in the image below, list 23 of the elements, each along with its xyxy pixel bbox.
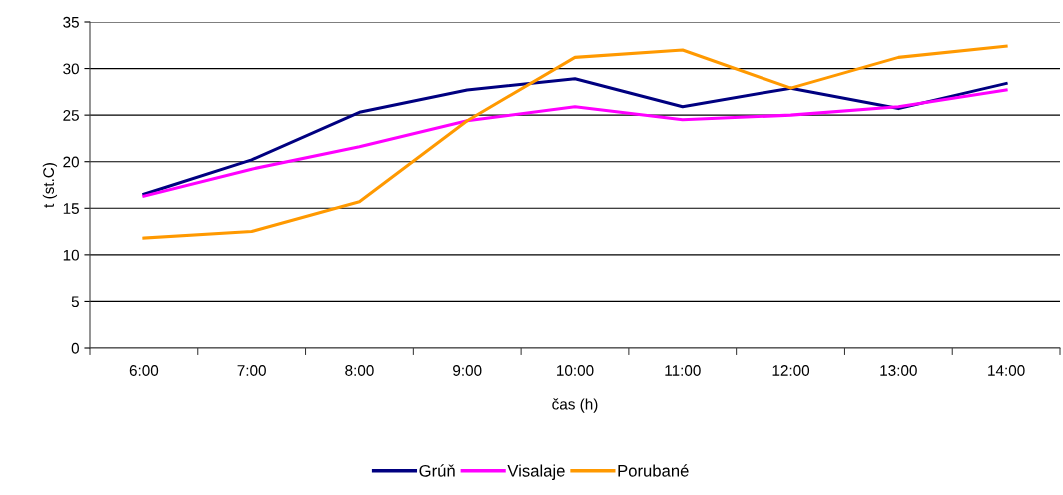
x-tick-label: 14:00 [988, 365, 1025, 376]
x-tick-label: 6:00 [129, 365, 159, 376]
y-tick-label: 30 [63, 63, 79, 75]
line-series [142, 44, 1008, 240]
legend-label: Grúň [419, 464, 455, 477]
y-axis-title: t (st.C) [42, 163, 58, 208]
y-tick-label: 15 [63, 203, 79, 214]
y-tick-label: 10 [63, 249, 79, 261]
y-tick-label: 5 [71, 296, 79, 308]
x-tick-label: 12:00 [772, 365, 810, 376]
x-tick-label: 11:00 [665, 365, 701, 376]
x-axis-title: čas (h) [552, 398, 598, 413]
y-tick-label: 0 [71, 342, 79, 354]
legend-label: Porubané [618, 464, 689, 477]
x-tick-label: 9:00 [453, 365, 482, 376]
y-tick-label: 20 [63, 156, 79, 168]
x-tick-label: 8:00 [345, 365, 374, 376]
x-tick-label: 10:00 [557, 365, 594, 376]
y-tick-label: 35 [63, 16, 79, 28]
x-tick-label: 7:00 [237, 365, 266, 376]
x-tick-label: 13:00 [880, 365, 917, 376]
y-tick-label: 25 [63, 110, 79, 121]
legend-label: Visalaje [507, 464, 565, 480]
